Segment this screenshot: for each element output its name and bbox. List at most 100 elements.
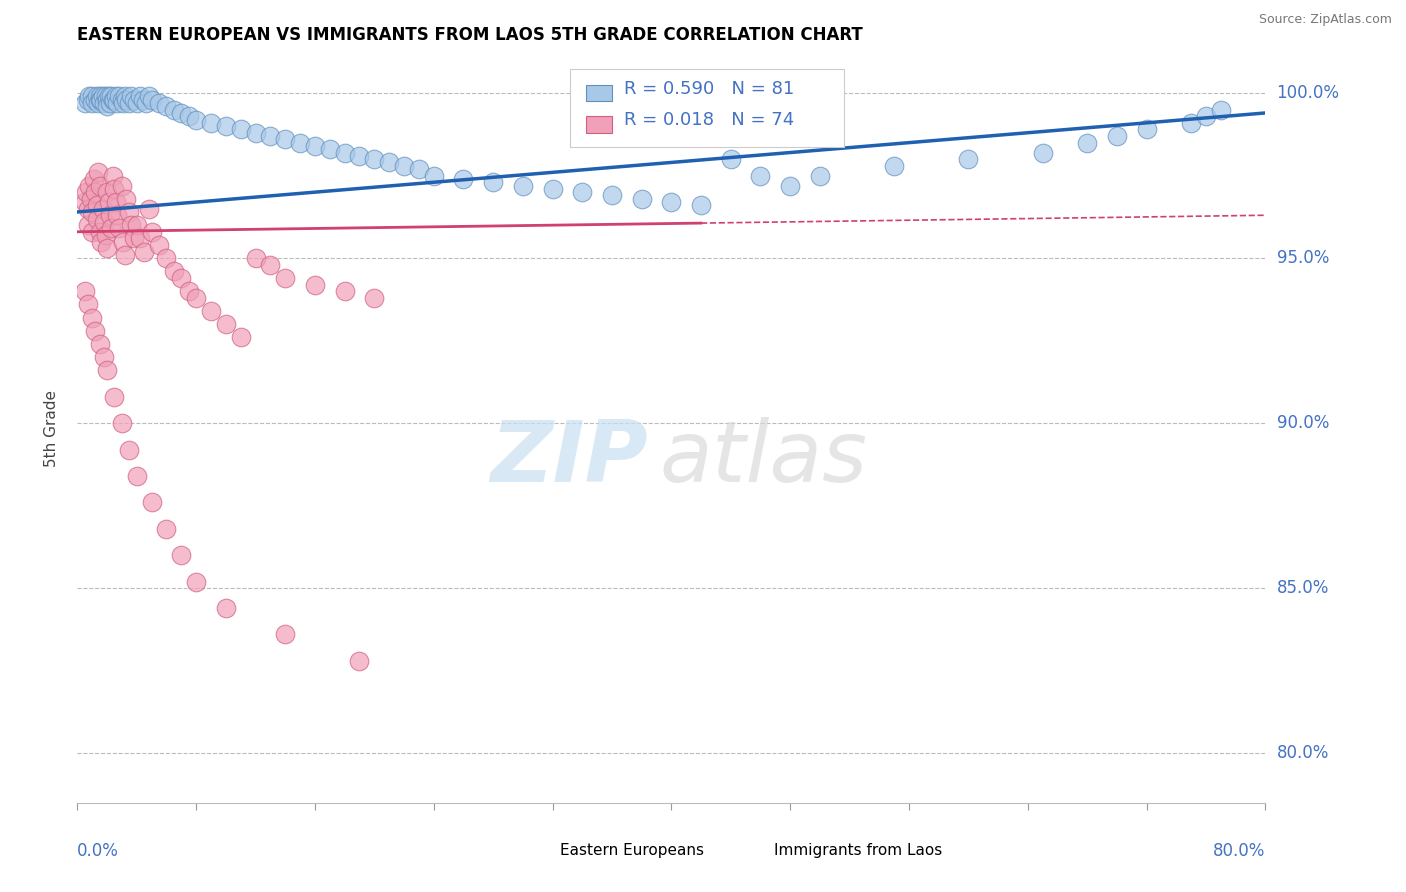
Point xyxy=(274,627,297,641)
Point xyxy=(138,89,160,103)
Point xyxy=(155,522,177,536)
Point xyxy=(883,159,905,173)
Point xyxy=(333,284,356,298)
Point xyxy=(349,149,371,163)
Point xyxy=(114,89,136,103)
Point xyxy=(333,145,356,160)
Point xyxy=(408,162,430,177)
Point xyxy=(125,218,148,232)
Point xyxy=(89,178,111,193)
Point xyxy=(215,317,238,331)
Point xyxy=(96,241,118,255)
Point xyxy=(73,195,96,210)
Point xyxy=(392,159,415,173)
Point xyxy=(177,284,200,298)
Point xyxy=(661,195,683,210)
Point xyxy=(1032,145,1054,160)
Point xyxy=(76,297,98,311)
Point xyxy=(363,291,385,305)
Point xyxy=(215,119,238,133)
Point xyxy=(148,238,170,252)
Point xyxy=(200,304,222,318)
Point xyxy=(89,337,111,351)
Point xyxy=(808,169,831,183)
Point xyxy=(82,310,104,325)
Point xyxy=(96,99,118,113)
Point xyxy=(120,218,142,232)
Point xyxy=(163,103,186,117)
Point xyxy=(76,93,98,107)
Point xyxy=(128,89,150,103)
Point xyxy=(120,89,142,103)
Point xyxy=(84,324,107,338)
Point xyxy=(91,202,114,216)
Point xyxy=(76,218,98,232)
Point xyxy=(720,152,742,166)
Point xyxy=(135,96,157,111)
Point xyxy=(103,182,125,196)
Point xyxy=(422,169,444,183)
Point xyxy=(93,215,115,229)
Point xyxy=(215,601,238,615)
Point xyxy=(96,185,118,199)
Point xyxy=(170,106,193,120)
Point xyxy=(111,93,134,107)
Point xyxy=(141,225,163,239)
Point xyxy=(141,495,163,509)
Point xyxy=(89,225,111,239)
Point xyxy=(186,291,208,305)
Point xyxy=(111,178,134,193)
Point xyxy=(101,169,124,183)
Point xyxy=(163,264,186,278)
Point xyxy=(259,129,281,144)
Point xyxy=(84,185,107,199)
Point xyxy=(245,251,267,265)
Point xyxy=(122,93,145,107)
Point xyxy=(97,195,120,210)
Point xyxy=(122,231,145,245)
Point xyxy=(77,178,100,193)
Point xyxy=(86,211,108,226)
Point xyxy=(274,271,297,285)
Point xyxy=(245,126,267,140)
Point xyxy=(93,350,115,364)
Text: EASTERN EUROPEAN VS IMMIGRANTS FROM LAOS 5TH GRADE CORRELATION CHART: EASTERN EUROPEAN VS IMMIGRANTS FROM LAOS… xyxy=(77,26,863,44)
Point xyxy=(134,244,156,259)
Point xyxy=(125,469,148,483)
Point xyxy=(112,235,135,249)
Text: 80.0%: 80.0% xyxy=(1277,744,1329,763)
Point xyxy=(97,89,120,103)
Point xyxy=(87,165,110,179)
Point xyxy=(259,258,281,272)
Point xyxy=(103,390,125,404)
Text: Source: ZipAtlas.com: Source: ZipAtlas.com xyxy=(1258,13,1392,27)
Point xyxy=(148,96,170,111)
FancyBboxPatch shape xyxy=(586,117,612,133)
Point xyxy=(83,172,105,186)
Point xyxy=(101,93,124,107)
FancyBboxPatch shape xyxy=(571,69,844,147)
Point xyxy=(96,363,118,377)
Point xyxy=(170,548,193,562)
Point xyxy=(77,89,100,103)
Point xyxy=(1105,129,1128,144)
Point xyxy=(93,96,115,111)
Text: 95.0%: 95.0% xyxy=(1277,249,1329,268)
Text: R = 0.590   N = 81: R = 0.590 N = 81 xyxy=(624,79,794,98)
Text: 90.0%: 90.0% xyxy=(1277,414,1329,433)
FancyBboxPatch shape xyxy=(742,848,763,862)
Text: Immigrants from Laos: Immigrants from Laos xyxy=(773,843,942,858)
Point xyxy=(600,188,623,202)
Point xyxy=(73,96,96,111)
Point xyxy=(82,96,104,111)
Point xyxy=(512,178,534,193)
Point xyxy=(138,202,160,216)
Point xyxy=(349,654,371,668)
Text: 85.0%: 85.0% xyxy=(1277,579,1329,598)
Point xyxy=(75,185,97,199)
Point xyxy=(630,192,652,206)
Point xyxy=(82,205,104,219)
Y-axis label: 5th Grade: 5th Grade xyxy=(44,390,59,467)
Point xyxy=(155,99,177,113)
Point xyxy=(118,205,141,219)
